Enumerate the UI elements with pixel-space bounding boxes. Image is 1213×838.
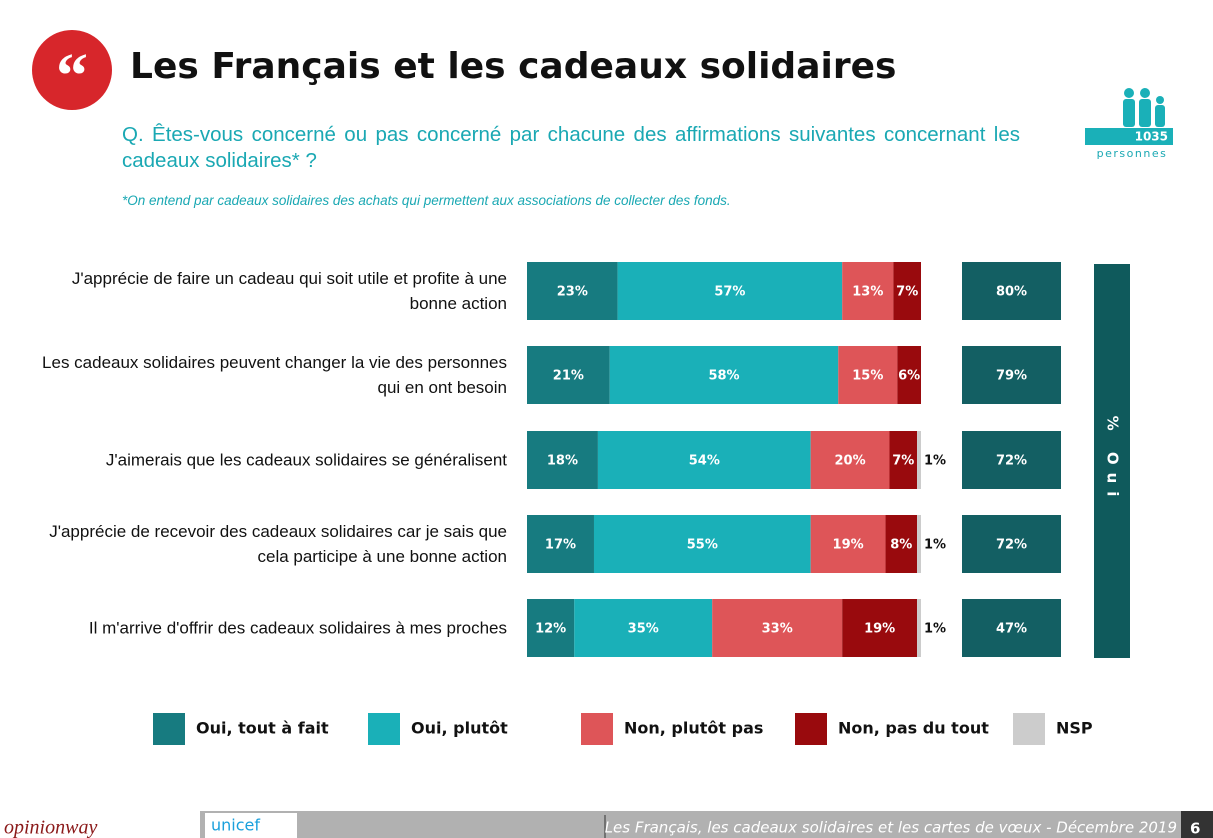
legend-label: Oui, tout à fait bbox=[196, 719, 329, 738]
value-label: 58% bbox=[708, 369, 739, 384]
value-label: 1% bbox=[924, 622, 946, 637]
footer-caption: Les Français, les cadeaux solidaires et … bbox=[605, 819, 1177, 837]
category-label: J'aimerais que les cadeaux solidaires se… bbox=[105, 450, 507, 470]
chart-title: Les Français et les cadeaux solidaires bbox=[130, 46, 896, 87]
bar-segment bbox=[574, 599, 713, 657]
value-label: 6% bbox=[898, 369, 920, 384]
quote-icon bbox=[32, 30, 112, 110]
category-label: J'apprécie de faire un cadeau qui soit u… bbox=[71, 269, 507, 313]
bar-segment bbox=[597, 431, 811, 489]
total-box bbox=[962, 599, 1061, 657]
badge-box bbox=[1085, 128, 1173, 145]
partner-logo-bg bbox=[205, 813, 297, 838]
question: Q. Êtes-vous concerné ou pas concerné pa… bbox=[122, 123, 1020, 172]
legend-swatch bbox=[1013, 713, 1045, 745]
bar-segment bbox=[889, 431, 918, 489]
category-label: Les cadeaux solidaires peuvent changer l… bbox=[42, 353, 507, 397]
total-box bbox=[962, 346, 1061, 404]
value-label: 23% bbox=[557, 285, 588, 300]
category-label: J'apprécie de recevoir des cadeaux solid… bbox=[49, 522, 507, 566]
bar-segment bbox=[810, 515, 886, 573]
value-label: 19% bbox=[833, 538, 864, 553]
value-label: 54% bbox=[689, 454, 720, 469]
page-number: 6 bbox=[1190, 820, 1200, 838]
total-header: % Oui bbox=[1104, 416, 1122, 505]
bar-segment bbox=[527, 346, 610, 404]
legend-swatch bbox=[581, 713, 613, 745]
footer-logo-area bbox=[0, 811, 200, 838]
bar-segment bbox=[810, 431, 890, 489]
bar-segment bbox=[917, 515, 921, 573]
value-label: 21% bbox=[553, 369, 584, 384]
value-label: 18% bbox=[547, 454, 578, 469]
value-label: 57% bbox=[714, 285, 745, 300]
legend-label: Non, pas du tout bbox=[838, 719, 989, 738]
bar-segment bbox=[893, 262, 921, 320]
badge-count: 1035 bbox=[1135, 130, 1168, 144]
bar-segment bbox=[917, 599, 921, 657]
bar-segment bbox=[897, 346, 921, 404]
bar-segment bbox=[838, 346, 898, 404]
page-number-box bbox=[1181, 811, 1213, 838]
legend-label: Oui, plutôt bbox=[411, 719, 508, 738]
legend-label: NSP bbox=[1056, 719, 1093, 738]
value-label: 1% bbox=[924, 538, 946, 553]
total-label: 72% bbox=[996, 454, 1027, 469]
legend-swatch bbox=[795, 713, 827, 745]
value-label: 35% bbox=[628, 622, 659, 637]
legend-swatch bbox=[368, 713, 400, 745]
total-label: 80% bbox=[996, 285, 1027, 300]
footer-bar bbox=[0, 811, 1213, 838]
bar-segment bbox=[917, 431, 921, 489]
value-label: 20% bbox=[835, 454, 866, 469]
value-label: 55% bbox=[687, 538, 718, 553]
bar-segment bbox=[617, 262, 843, 320]
value-label: 17% bbox=[545, 538, 576, 553]
footer-pour: pour bbox=[149, 821, 183, 837]
bar-segment bbox=[712, 599, 843, 657]
bar-segment bbox=[527, 515, 594, 573]
bar-segment bbox=[885, 515, 918, 573]
badge-unit: personnes bbox=[1097, 147, 1168, 160]
quote-glyph: “ bbox=[56, 40, 88, 111]
people-icon bbox=[1123, 88, 1165, 127]
total-box bbox=[962, 262, 1061, 320]
bar-segment bbox=[527, 431, 598, 489]
legend-swatch bbox=[153, 713, 185, 745]
total-label: 47% bbox=[996, 622, 1027, 637]
value-label: 7% bbox=[892, 454, 914, 469]
footer-partner: unicef bbox=[211, 816, 260, 835]
value-label: 13% bbox=[852, 285, 883, 300]
value-label: 8% bbox=[890, 538, 912, 553]
legend-label: Non, plutôt pas bbox=[624, 719, 763, 738]
value-label: 7% bbox=[896, 285, 918, 300]
bar-segment bbox=[593, 515, 811, 573]
bar-segment bbox=[527, 262, 618, 320]
footer-brand: opinionway bbox=[4, 817, 97, 838]
bar-segment bbox=[842, 262, 894, 320]
total-header-bar bbox=[1094, 264, 1130, 658]
bar-segment bbox=[609, 346, 839, 404]
total-box bbox=[962, 515, 1061, 573]
bar-segment bbox=[842, 599, 918, 657]
bar-segment bbox=[527, 599, 575, 657]
value-label: 15% bbox=[852, 369, 883, 384]
total-label: 79% bbox=[996, 369, 1027, 384]
value-label: 1% bbox=[924, 454, 946, 469]
total-label: 72% bbox=[996, 538, 1027, 553]
value-label: 33% bbox=[762, 622, 793, 637]
footnote: *On entend par cadeaux solidaires des ac… bbox=[122, 193, 731, 208]
total-box bbox=[962, 431, 1061, 489]
value-label: 12% bbox=[535, 622, 566, 637]
value-label: 19% bbox=[864, 622, 895, 637]
category-label: Il m'arrive d'offrir des cadeaux solidai… bbox=[88, 618, 507, 638]
